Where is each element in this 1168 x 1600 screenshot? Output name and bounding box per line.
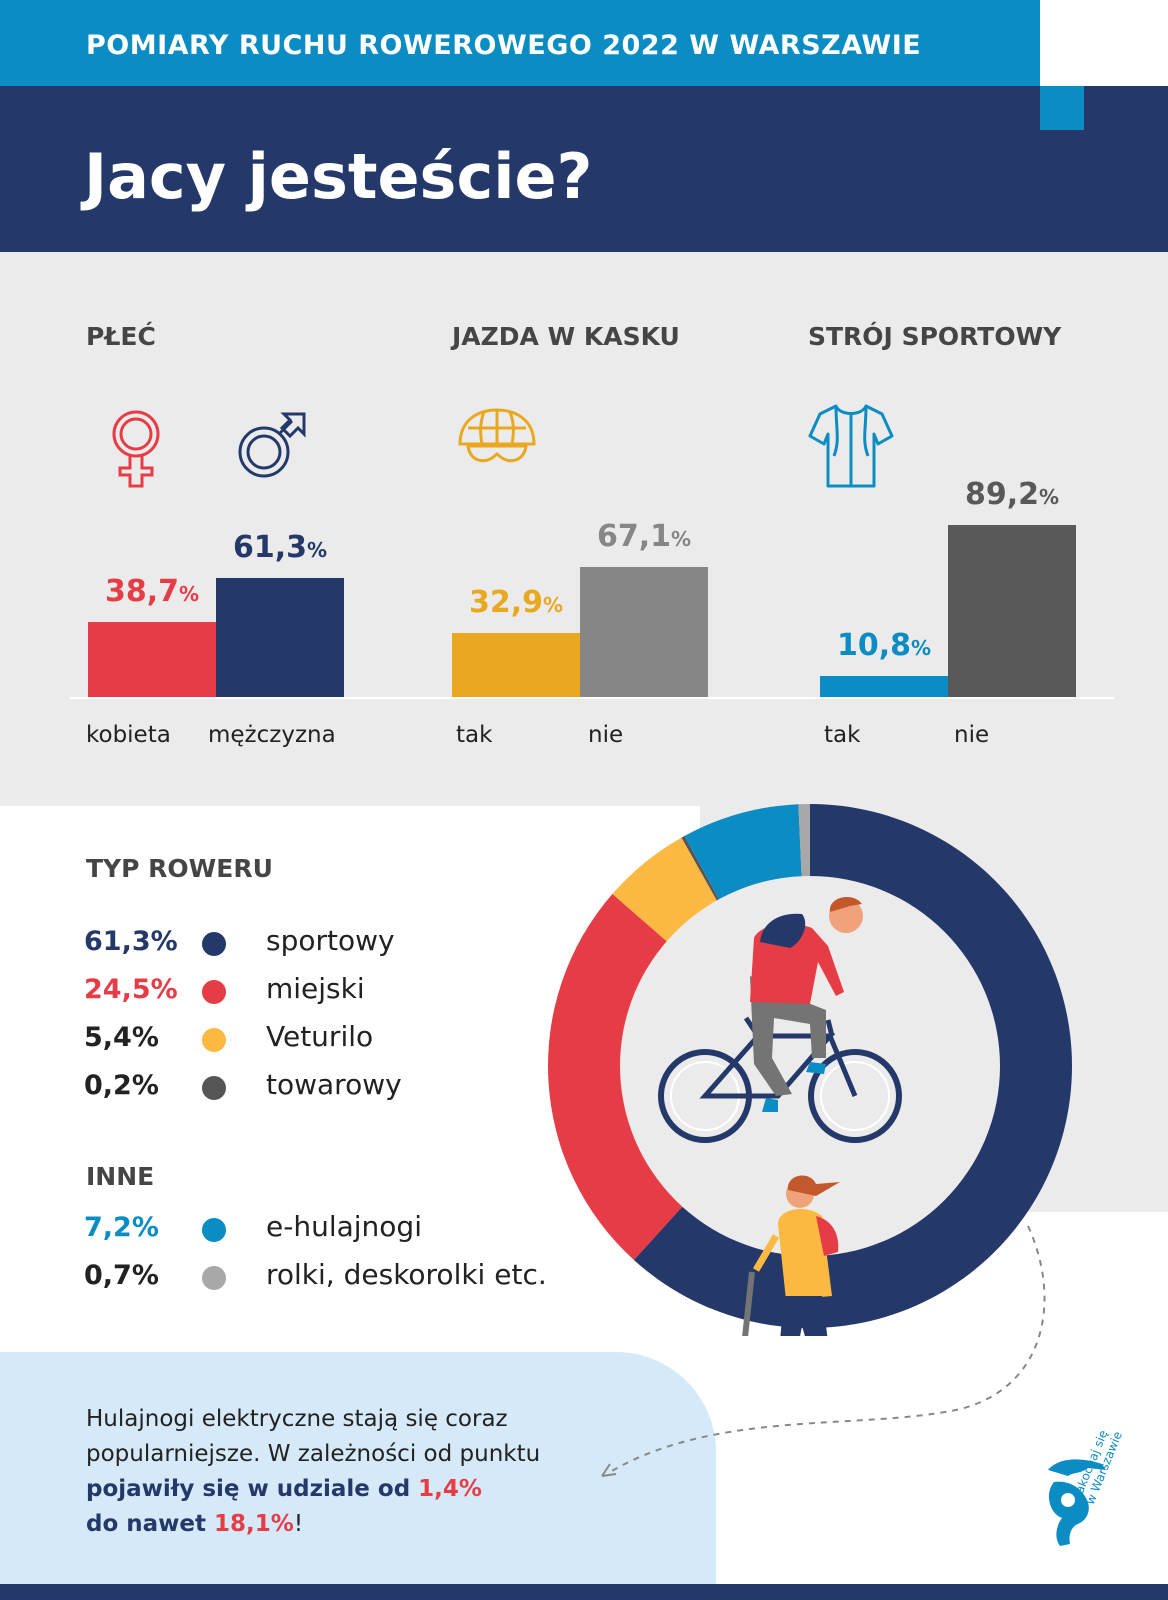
legend-dot-rolki-deskorolki-etc- [202, 1266, 226, 1290]
band-title: POMIARY RUCHU ROWEROWEGO 2022 W WARSZAWI… [86, 30, 922, 61]
note-line-3: pojawiły się w udziale od [86, 1476, 419, 1502]
gender-title: PŁEĆ [86, 322, 156, 351]
bar-mezczyzna [216, 578, 344, 697]
legend-label-rolki-deskorolki-etc-: rolki, deskorolki etc. [266, 1258, 547, 1291]
legend-pct-e-hulajnogi: 7,2% [84, 1212, 159, 1243]
logo [1048, 1459, 1106, 1546]
bar-helmet-nie [580, 567, 708, 697]
legend-pct-miejski: 24,5% [84, 974, 178, 1005]
label-helmet-tak: tak [456, 722, 493, 748]
page-title: Jacy jesteście? [84, 140, 593, 213]
note-line-4: do nawet [86, 1511, 215, 1537]
bar-helmet-tak [452, 633, 580, 697]
legend-label-miejski: miejski [266, 972, 365, 1005]
bike-type-donut [547, 804, 1072, 1336]
cyclist-illustration [658, 897, 902, 1143]
dashed-arrow [601, 1225, 1046, 1477]
female-symbol-icon [112, 410, 160, 488]
note-line-2: popularniejsze. W zależności od punktu [86, 1441, 541, 1467]
bar-kobieta [88, 622, 216, 697]
other-title: INNE [86, 1162, 155, 1191]
sportswear-title: STRÓJ SPORTOWY [808, 322, 1062, 351]
footer-bar [0, 1584, 1168, 1600]
bike-type-title: TYP ROWERU [86, 854, 273, 883]
male-symbol-icon [238, 412, 306, 478]
label-kobieta: kobieta [86, 722, 171, 748]
legend-pct-veturilo: 5,4% [84, 1022, 159, 1053]
header [0, 86, 1168, 252]
value-label-kobieta: 38,7% [104, 574, 200, 610]
note-min-value: 1,4% [418, 1476, 482, 1502]
label-mezczyzna: mężczyzna [208, 722, 336, 748]
label-helmet-nie: nie [588, 722, 624, 748]
note-max-value: 18,1% [214, 1511, 294, 1537]
bar-sport-nie [948, 524, 1076, 697]
cycling-jersey-icon [808, 404, 894, 488]
note-line-1: Hulajnogi elektryczne stają się coraz [86, 1406, 508, 1432]
legend-dot-e-hulajnogi [202, 1218, 226, 1242]
legend-label-towarowy: towarowy [266, 1068, 402, 1101]
legend-label-sportowy: sportowy [266, 924, 395, 957]
bar-sport-tak [820, 676, 948, 697]
legend-pct-sportowy: 61,3% [84, 926, 178, 957]
value-label-mezczyzna: 61,3% [232, 530, 328, 566]
label-sport-nie: nie [954, 722, 990, 748]
value-label-helmet-tak: 32,9% [468, 585, 564, 621]
value-label-sport-tak: 10,8% [836, 628, 932, 664]
label-sport-tak: tak [824, 722, 861, 748]
header-accent-square [1040, 86, 1084, 130]
legend-dot-miejski [202, 980, 226, 1004]
helmet-title: JAZDA W KASKU [452, 322, 680, 351]
legend-label-e-hulajnogi: e-hulajnogi [266, 1210, 422, 1243]
value-label-sport-nie: 89,2% [964, 476, 1060, 512]
legend-dot-veturilo [202, 1028, 226, 1052]
legend-dot-sportowy [202, 932, 226, 956]
scooter-rider-illustration [742, 1175, 840, 1336]
top-band [0, 0, 1040, 86]
bike-helmet-icon [458, 408, 536, 463]
note-exclamation: ! [293, 1511, 304, 1537]
bars-baseline [70, 697, 1114, 699]
note-panel [0, 1352, 716, 1584]
legend-pct-towarowy: 0,2% [84, 1070, 159, 1101]
value-label-helmet-nie: 67,1% [596, 519, 692, 555]
scooter-note: Hulajnogi elektryczne stają się coraz po… [86, 1402, 646, 1542]
legend-pct-rolki-deskorolki-etc-: 0,7% [84, 1260, 159, 1291]
legend-dot-towarowy [202, 1076, 226, 1100]
legend-label-veturilo: Veturilo [266, 1020, 374, 1053]
